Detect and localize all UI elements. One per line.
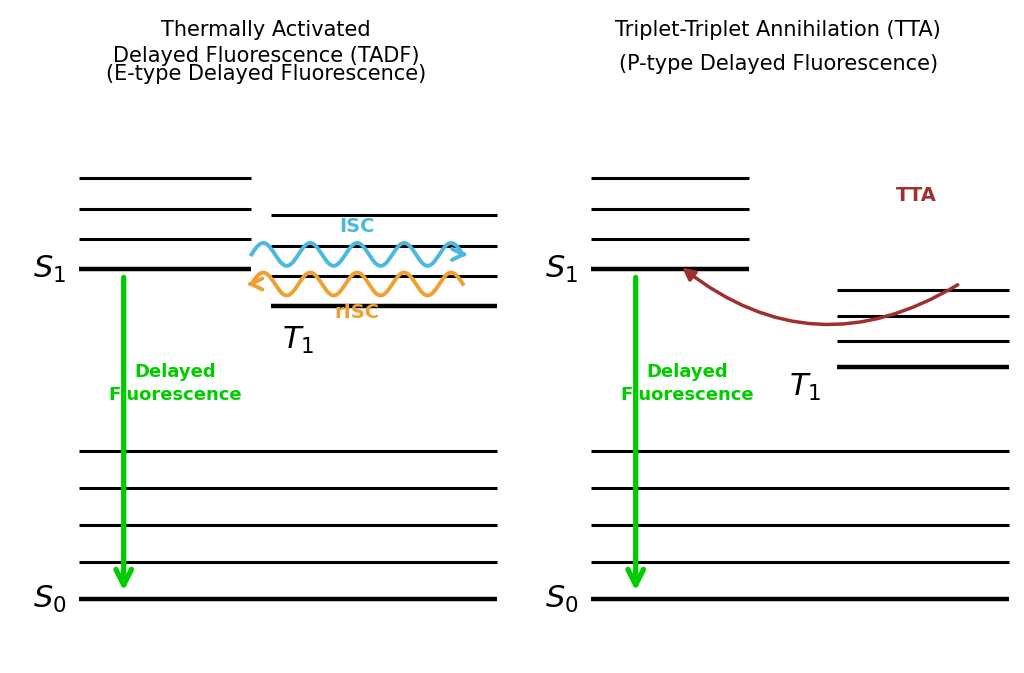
Text: $T_1$: $T_1$ bbox=[282, 325, 314, 356]
Text: $S_0$: $S_0$ bbox=[33, 583, 67, 614]
Text: Thermally Activated
Delayed Fluorescence (TADF): Thermally Activated Delayed Fluorescence… bbox=[113, 20, 420, 66]
Text: (E-type Delayed Fluorescence): (E-type Delayed Fluorescence) bbox=[106, 64, 426, 84]
Text: Delayed
Fluorescence: Delayed Fluorescence bbox=[621, 363, 754, 404]
Text: ISC: ISC bbox=[339, 217, 375, 236]
Text: $S_1$: $S_1$ bbox=[34, 254, 67, 285]
Text: (P-type Delayed Fluorescence): (P-type Delayed Fluorescence) bbox=[618, 54, 938, 74]
Text: $S_0$: $S_0$ bbox=[545, 583, 579, 614]
Text: rISC: rISC bbox=[335, 303, 380, 322]
Text: $S_1$: $S_1$ bbox=[546, 254, 579, 285]
Text: Delayed
Fluorescence: Delayed Fluorescence bbox=[109, 363, 242, 404]
Text: $T_1$: $T_1$ bbox=[790, 372, 821, 403]
FancyArrowPatch shape bbox=[685, 270, 957, 324]
Text: TTA: TTA bbox=[895, 186, 936, 205]
Text: Triplet-Triplet Annihilation (TTA): Triplet-Triplet Annihilation (TTA) bbox=[615, 20, 941, 40]
